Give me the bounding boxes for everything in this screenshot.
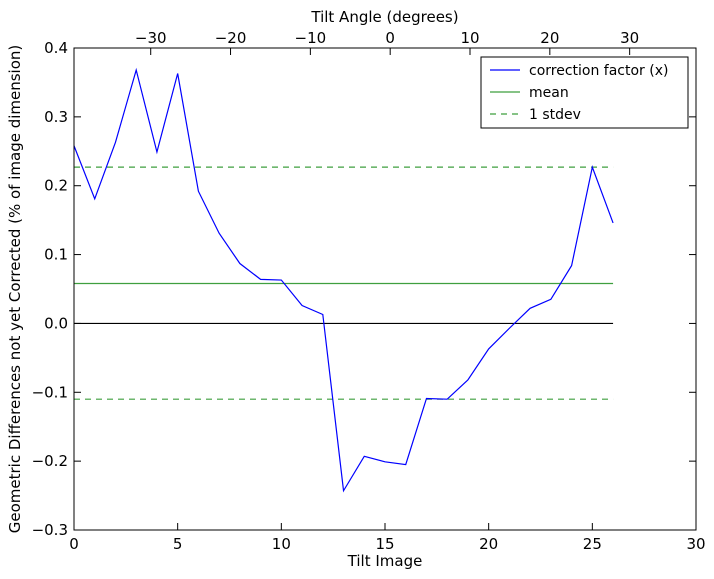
y-tick-label: −0.2 [32, 452, 68, 470]
y-tick-label: 0.3 [44, 108, 68, 126]
y-tick-label: −0.3 [32, 521, 68, 539]
series-line-0 [73, 67, 614, 493]
x2-tick-label: −30 [135, 29, 167, 47]
axis-ticks [73, 47, 697, 531]
x2-tick-label: 30 [620, 29, 639, 47]
y-tick-label: 0.0 [44, 314, 68, 332]
x2-tick-label: 0 [385, 29, 395, 47]
x-tick-label: 10 [272, 535, 291, 553]
axis-tick-labels: 0 5 10 15 20 25 30 −0.3 −0.2 −0.1 0.0 0.1 0.2 0.3 0.4 −… [32, 29, 706, 553]
x-tick-label: 25 [583, 535, 602, 553]
series-lines [73, 67, 614, 493]
x2-tick-label: −10 [295, 29, 327, 47]
legend: correction factor (x) mean 1 stdev [480, 56, 689, 129]
y-tick-label: 0.1 [44, 246, 68, 264]
legend-label-stdev: 1 stdev [529, 107, 581, 123]
x2-tick-label: 10 [460, 29, 479, 47]
y-tick-label: 0.2 [44, 177, 68, 195]
x-tick-label: 15 [375, 535, 394, 553]
x-axis-label: Tilt Image [347, 552, 423, 570]
x2-tick-label: −20 [215, 29, 247, 47]
y-tick-label: 0.4 [44, 39, 68, 57]
x-tick-label: 30 [686, 535, 705, 553]
legend-label-mean: mean [529, 85, 569, 101]
x-tick-label: 0 [69, 535, 79, 553]
x2-axis-label: Tilt Angle (degrees) [310, 8, 458, 26]
x2-tick-label: 20 [540, 29, 559, 47]
x-tick-label: 20 [479, 535, 498, 553]
x-tick-label: 5 [173, 535, 183, 553]
legend-label-correction: correction factor (x) [529, 63, 668, 79]
y-axis-label: Geometric Differences not yet Corrected … [6, 45, 24, 534]
y-tick-label: −0.1 [32, 383, 68, 401]
